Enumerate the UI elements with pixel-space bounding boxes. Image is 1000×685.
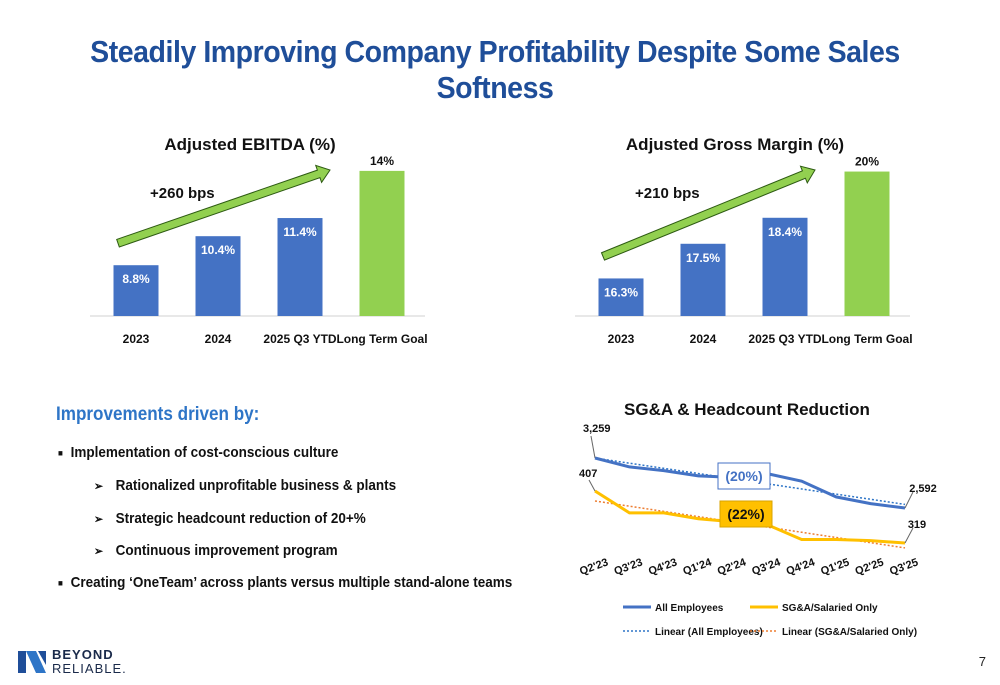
- headcount-callout: (20%): [725, 468, 762, 484]
- x-tick-label: Q4'23: [647, 556, 679, 577]
- category-label: 2025 Q3 YTD: [263, 332, 336, 346]
- x-tick-label: Q4'24: [785, 556, 818, 578]
- arrow-bullet-icon: ➢: [94, 479, 104, 494]
- data-label: 8.8%: [122, 272, 150, 286]
- bar: [598, 278, 644, 316]
- bar: [359, 170, 405, 316]
- point-label: 2,592: [909, 483, 937, 495]
- legend-label: Linear (SG&A/Salaried Only): [782, 627, 917, 638]
- point-label: 319: [908, 519, 926, 531]
- page-title: Steadily Improving Company Profitability…: [90, 34, 900, 105]
- category-label: 2024: [205, 332, 232, 346]
- logo-mark-icon: [18, 651, 46, 673]
- legend-item: Linear (SG&A/Salaried Only): [750, 627, 917, 638]
- sga-callout-box: [719, 500, 773, 528]
- growth-arrow: [116, 164, 331, 248]
- legend-item: SG&A/Salaried Only: [750, 603, 878, 614]
- bar: [762, 217, 808, 316]
- bar: [195, 236, 241, 316]
- bar: [277, 218, 323, 316]
- sub-bullet-item: ➢ Continuous improvement program: [94, 542, 338, 559]
- x-tick-label: Q2'23: [578, 556, 610, 577]
- category-label: 2023: [608, 332, 635, 346]
- data-label: 11.4%: [283, 225, 317, 239]
- category-label: Long Term Goal: [821, 332, 912, 346]
- x-tick-label: Q2'25: [854, 556, 886, 577]
- x-tick-label: Q3'24: [750, 556, 783, 578]
- category-label: 2025 Q3 YTD: [748, 332, 821, 346]
- sub-bullet-item: ➢ Strategic headcount reduction of 20+%: [94, 510, 366, 527]
- sga-headcount-chart: SG&A & Headcount Reduction 3,259 407 2,592 3…: [578, 400, 937, 638]
- bar: [844, 171, 890, 316]
- growth-arrow: [600, 165, 816, 261]
- legend-label: All Employees: [655, 603, 724, 614]
- x-tick-label: Q2'24: [716, 556, 749, 578]
- data-label: 10.4%: [201, 243, 235, 257]
- growth-annotation: +260 bps: [150, 185, 215, 202]
- gross-margin-chart: Adjusted Gross Margin (%) 16.3% 2023 17.5%…: [575, 135, 913, 346]
- logo-line-1: BEYOND: [52, 647, 114, 662]
- square-bullet-icon: ■: [58, 578, 63, 589]
- category-label: 2023: [123, 332, 150, 346]
- sub-bullet-item: ➢ Rationalized unprofitable business & pl…: [94, 477, 397, 494]
- ebitda-chart-title: Adjusted EBITDA (%): [164, 135, 335, 154]
- data-label: 14%: [370, 154, 394, 168]
- data-label: 16.3%: [604, 285, 638, 299]
- data-label: 20%: [855, 155, 879, 169]
- square-bullet-icon: ■: [58, 448, 63, 459]
- arrow-bullet-icon: ➢: [94, 544, 104, 559]
- bar: [113, 265, 159, 316]
- sga-chart-title: SG&A & Headcount Reduction: [624, 400, 870, 419]
- data-label: 18.4%: [768, 225, 802, 239]
- ebitda-chart: Adjusted EBITDA (%) 8.8% 2023 10.4% 2024 11.…: [90, 135, 428, 346]
- point-label: 407: [579, 468, 597, 480]
- improvements-heading: Improvements driven by:: [56, 404, 260, 425]
- gross-margin-chart-title: Adjusted Gross Margin (%): [626, 135, 844, 154]
- company-logo: BEYOND RELIABLE.: [18, 648, 127, 676]
- x-tick-label: Q3'23: [612, 556, 644, 577]
- bullet-item: ■ Implementation of cost-conscious cultur…: [58, 444, 339, 461]
- bar: [680, 243, 726, 316]
- arrow-bullet-icon: ➢: [94, 512, 104, 527]
- page-number: 7: [978, 654, 986, 669]
- x-tick-label: Q3'25: [888, 556, 920, 577]
- logo-line-2: RELIABLE.: [52, 661, 127, 676]
- legend-item: Linear (All Employees): [623, 627, 763, 638]
- sga-callout: (22%): [727, 506, 764, 522]
- legend-item: All Employees: [623, 603, 724, 614]
- growth-annotation: +210 bps: [635, 185, 700, 202]
- data-label: 17.5%: [686, 251, 720, 265]
- x-tick-label: Q1'24: [681, 556, 714, 578]
- category-label: 2024: [690, 332, 717, 346]
- headcount-callout-box: [717, 462, 771, 490]
- category-label: Long Term Goal: [336, 332, 427, 346]
- point-label: 3,259: [583, 423, 611, 435]
- legend-label: Linear (All Employees): [655, 627, 763, 638]
- x-tick-label: Q1'25: [819, 556, 851, 577]
- bullet-item: ■ Creating ‘OneTeam’ across plants versus…: [58, 574, 513, 591]
- legend-label: SG&A/Salaried Only: [782, 603, 878, 614]
